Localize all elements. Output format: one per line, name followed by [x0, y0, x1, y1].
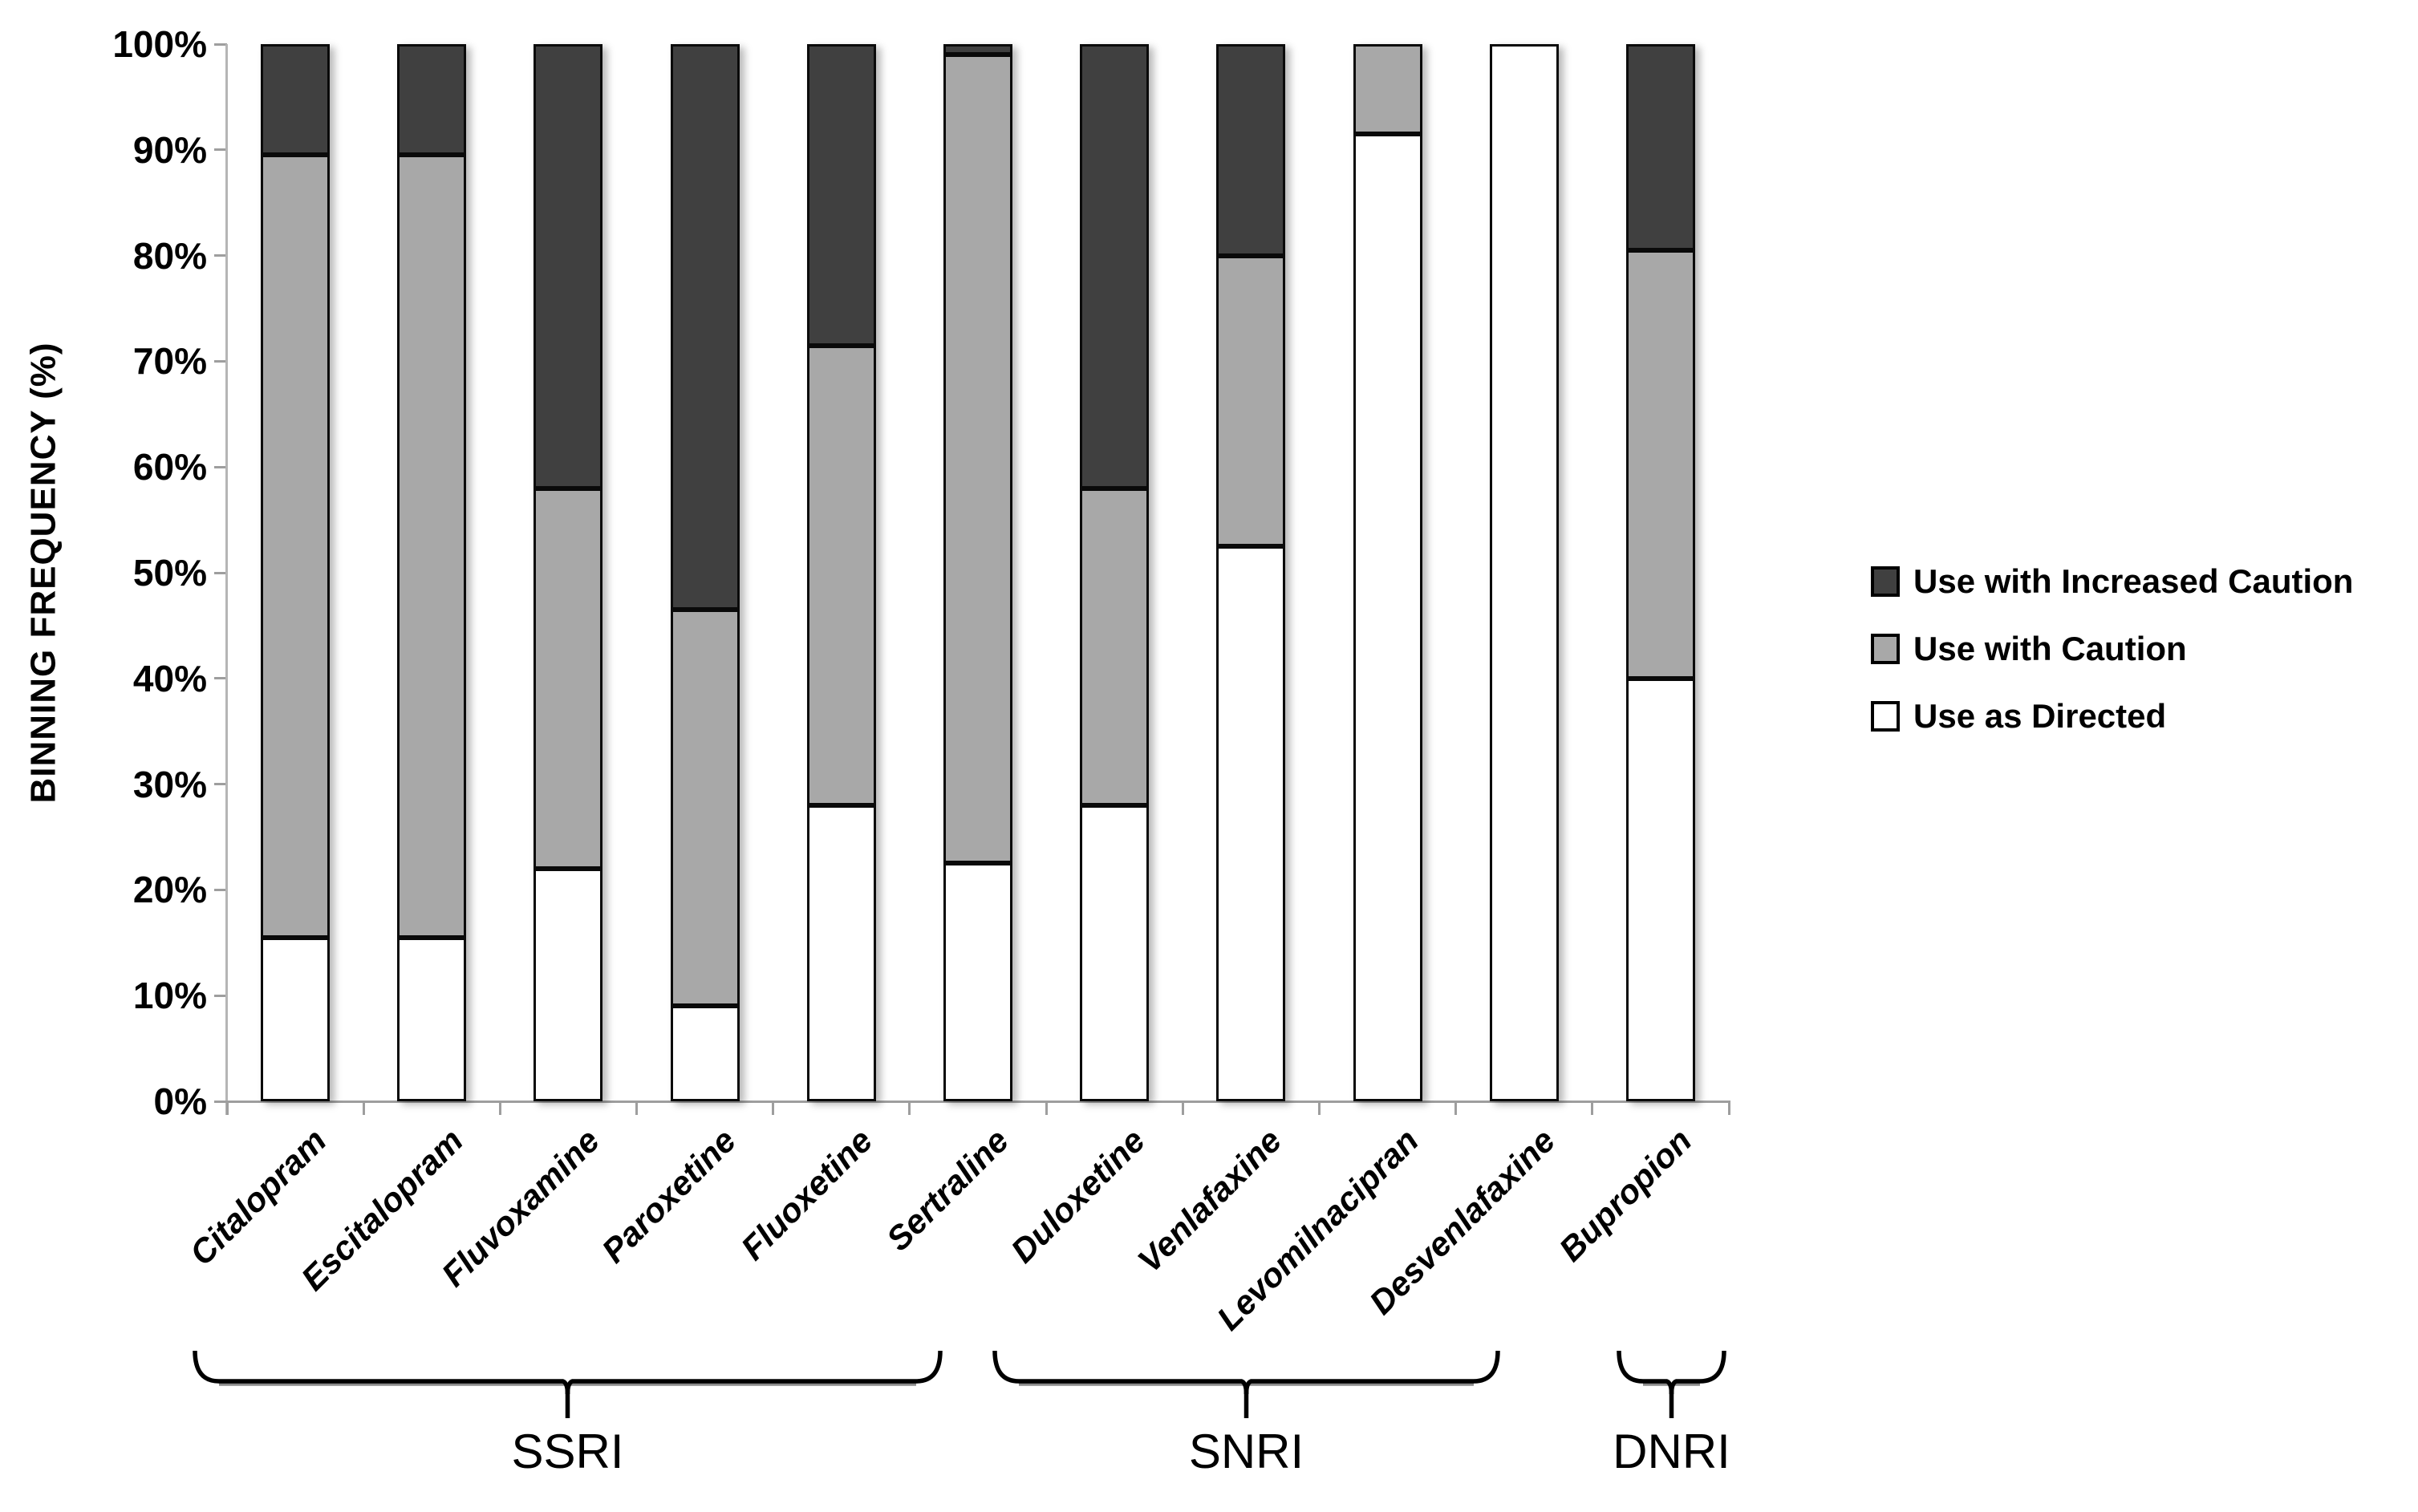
bar-segment-sertraline-use-with-caution: [943, 55, 1012, 864]
bar-segment-citalopram-use-with-increased-caution: [261, 44, 331, 156]
y-tick-label: 40%: [132, 657, 207, 699]
group-label-ssri: SSRI: [511, 1425, 624, 1478]
group-brace-dnri: [1617, 1350, 1726, 1418]
legend-swatch-icon: [1871, 701, 1900, 732]
bar-segment-bupropion-use-with-increased-caution: [1625, 44, 1695, 250]
y-tick-label: 30%: [132, 763, 207, 805]
bar-segment-escitalopram-use-as-directed: [397, 937, 467, 1101]
bar-segment-venlafaxine-use-with-caution: [1216, 255, 1286, 547]
y-tick-mark: [214, 465, 227, 468]
bar-segment-fluoxetine-use-with-increased-caution: [806, 44, 876, 346]
y-tick-label: 0%: [153, 1080, 207, 1122]
bar-segment-fluoxetine-use-with-caution: [806, 345, 876, 805]
y-tick-mark: [214, 571, 227, 574]
legend-label: Use with Caution: [1913, 630, 2187, 667]
x-axis-label-paroxetine: Paroxetine: [594, 1121, 743, 1271]
y-tick-mark: [214, 994, 227, 997]
y-tick-label: 10%: [132, 975, 207, 1017]
bar-segment-paroxetine-use-with-increased-caution: [670, 44, 740, 610]
x-axis-label-fluoxetine: Fluoxetine: [733, 1121, 880, 1267]
bar-segment-levomilnacipran-use-as-directed: [1353, 134, 1422, 1101]
y-tick-mark: [214, 783, 227, 786]
bar-segment-escitalopram-use-with-caution: [397, 155, 467, 938]
y-tick-mark: [214, 254, 227, 257]
bar-segment-desvenlafaxine-use-as-directed: [1489, 44, 1559, 1101]
bar-segment-duloxetine-use-as-directed: [1080, 805, 1150, 1101]
x-tick-mark: [1317, 1101, 1321, 1115]
legend-item-use-with-increased-caution: Use with Increased Caution: [1871, 561, 2353, 602]
x-tick-mark: [225, 1101, 229, 1115]
x-tick-mark: [908, 1101, 911, 1115]
bar-segment-paroxetine-use-with-caution: [670, 610, 740, 1007]
legend-swatch-icon: [1871, 566, 1900, 597]
y-tick-mark: [214, 43, 227, 46]
y-tick-label: 70%: [132, 340, 207, 383]
y-tick-label: 20%: [132, 869, 207, 911]
legend-swatch-icon: [1871, 634, 1900, 664]
bar-segment-fluvoxamine-use-as-directed: [534, 869, 603, 1101]
bar-segment-citalopram-use-with-caution: [261, 155, 331, 938]
group-label-dnri: DNRI: [1613, 1425, 1730, 1478]
x-tick-mark: [635, 1101, 639, 1115]
group-brace-ssri: [193, 1350, 943, 1418]
x-axis-label-duloxetine: Duloxetine: [1004, 1121, 1153, 1271]
x-tick-mark: [1045, 1101, 1048, 1115]
bar-segment-citalopram-use-as-directed: [261, 937, 331, 1101]
bar-segment-fluoxetine-use-as-directed: [806, 805, 876, 1101]
bar-segment-escitalopram-use-with-increased-caution: [397, 44, 467, 156]
x-axis-label-sertraline: Sertraline: [878, 1121, 1016, 1259]
y-tick-label: 80%: [132, 234, 207, 277]
y-tick-mark: [214, 148, 227, 152]
bar-segment-venlafaxine-use-with-increased-caution: [1216, 44, 1286, 256]
bar-segment-fluvoxamine-use-with-increased-caution: [534, 44, 603, 488]
y-tick-mark: [214, 677, 227, 680]
x-axis-label-citalopram: Citalopram: [181, 1121, 334, 1273]
y-axis-line: [225, 44, 228, 1115]
x-tick-mark: [772, 1101, 775, 1115]
bar-segment-duloxetine-use-with-caution: [1080, 488, 1150, 805]
bar-segment-duloxetine-use-with-increased-caution: [1080, 44, 1150, 488]
x-axis-label-bupropion: Bupropion: [1551, 1121, 1699, 1269]
bar-segment-bupropion-use-with-caution: [1625, 250, 1695, 679]
x-tick-mark: [498, 1101, 501, 1115]
y-tick-label: 90%: [132, 128, 207, 171]
x-tick-mark: [1181, 1101, 1184, 1115]
y-tick-mark: [214, 888, 227, 891]
bar-segment-venlafaxine-use-as-directed: [1216, 546, 1286, 1101]
y-tick-mark: [214, 359, 227, 363]
x-tick-mark: [1454, 1101, 1458, 1115]
legend-label: Use as Directed: [1913, 697, 2167, 735]
bar-segment-fluvoxamine-use-with-caution: [534, 488, 603, 870]
bar-segment-paroxetine-use-as-directed: [670, 1006, 740, 1101]
x-tick-mark: [1727, 1101, 1730, 1115]
y-tick-label: 50%: [132, 552, 207, 594]
y-tick-mark: [214, 1100, 227, 1103]
group-label-snri: SNRI: [1188, 1425, 1304, 1478]
bar-segment-bupropion-use-as-directed: [1625, 678, 1695, 1101]
x-tick-mark: [1591, 1101, 1594, 1115]
bar-segment-sertraline-use-with-increased-caution: [943, 44, 1012, 55]
x-axis-line: [225, 1101, 1730, 1103]
group-brace-snri: [992, 1350, 1500, 1418]
legend-item-use-with-caution: Use with Caution: [1871, 629, 2187, 669]
y-tick-label: 100%: [112, 23, 207, 65]
legend-label: Use with Increased Caution: [1913, 562, 2354, 600]
bar-segment-sertraline-use-as-directed: [943, 863, 1012, 1101]
x-tick-mark: [362, 1101, 365, 1115]
legend-item-use-as-directed: Use as Directed: [1871, 696, 2166, 736]
y-tick-label: 60%: [132, 446, 207, 488]
bar-segment-levomilnacipran-use-with-caution: [1353, 44, 1422, 135]
